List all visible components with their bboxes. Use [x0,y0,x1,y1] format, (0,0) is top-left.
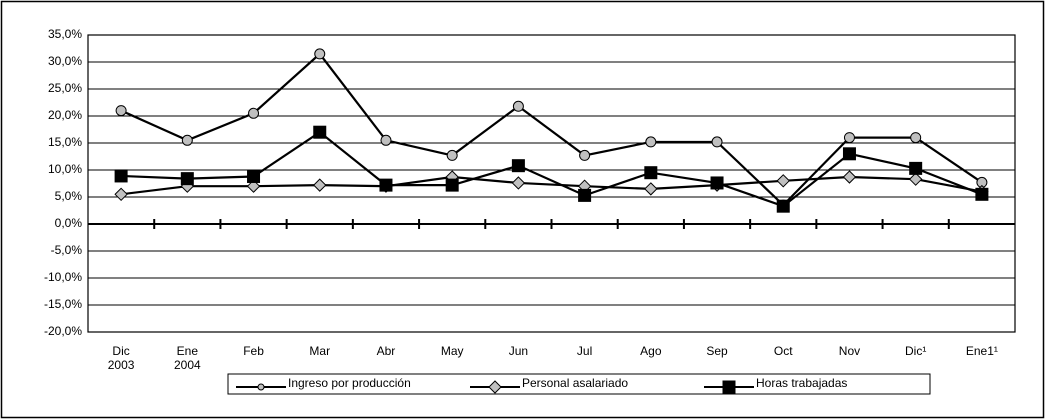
y-tick-label: -5,0% [51,243,83,257]
y-tick-label: 20,0% [48,108,82,122]
x-tick-label: Nov [839,344,860,358]
x-tick-label: May [441,344,464,358]
x-tick-label: Mar [309,344,330,358]
x-tick-label: Oct [774,344,793,358]
legend-label: Ingreso por producción [288,376,411,390]
y-tick-label: 0,0% [55,216,83,230]
legend-label: Personal asalariado [522,376,628,390]
y-tick-label: -10,0% [44,270,82,284]
data-point [710,176,724,190]
x-tick-label: Ago [640,344,662,358]
data-point [776,199,790,213]
data-point [511,176,526,190]
y-tick-label: -20,0% [44,324,82,338]
x-tick-label: Ene1¹ [966,344,998,358]
data-point [114,187,128,202]
legend-box [227,373,931,395]
data-point [246,179,261,193]
series-line [120,52,983,207]
data-point [909,161,923,175]
data-point [379,178,393,192]
y-tick-label: 5,0% [55,189,83,203]
x-tick-label: 2003 [108,358,135,372]
data-point [181,134,193,146]
data-point [975,187,989,201]
y-tick-label: 15,0% [48,135,82,149]
data-point [247,169,261,183]
data-point [843,132,855,144]
data-point [578,188,592,202]
x-tick-label: Ene [177,344,199,358]
x-tick-label: Sep [706,344,728,358]
data-point [842,147,856,161]
y-tick-label: 35,0% [48,27,82,41]
data-point [908,172,923,186]
data-point [511,159,525,173]
data-point [512,100,524,112]
data-point [445,178,459,192]
data-point [644,166,658,180]
plot-border [87,34,1016,333]
data-point [842,170,857,184]
x-tick-label: Feb [243,344,264,358]
x-tick-label: Dic [112,344,129,358]
x-tick-label: 2004 [174,358,201,372]
data-point [380,134,392,146]
data-point [776,174,790,188]
legend-marker [722,380,736,394]
x-tick-label: Jun [509,344,528,358]
y-tick-label: -15,0% [44,297,82,311]
x-tick-label: Abr [377,344,396,358]
data-point [313,125,327,139]
data-point [579,149,591,161]
series-line [121,130,983,208]
y-tick-label: 30,0% [48,54,82,68]
data-point [910,132,922,144]
data-point [314,48,326,60]
legend-marker [257,383,265,391]
data-point [446,149,458,161]
data-point [114,169,128,183]
data-point [711,136,723,148]
legend-marker [488,380,502,394]
data-point [313,178,327,192]
data-point [645,136,657,148]
data-point [115,105,127,117]
data-point [248,107,260,119]
legend-label: Horas trabajadas [756,376,847,390]
y-tick-label: 25,0% [48,81,82,95]
x-tick-label: Dic¹ [905,344,926,358]
data-point [180,172,194,186]
data-point [644,182,658,196]
series-line [120,175,983,196]
y-tick-label: 10,0% [48,162,82,176]
x-tick-label: Jul [577,344,592,358]
